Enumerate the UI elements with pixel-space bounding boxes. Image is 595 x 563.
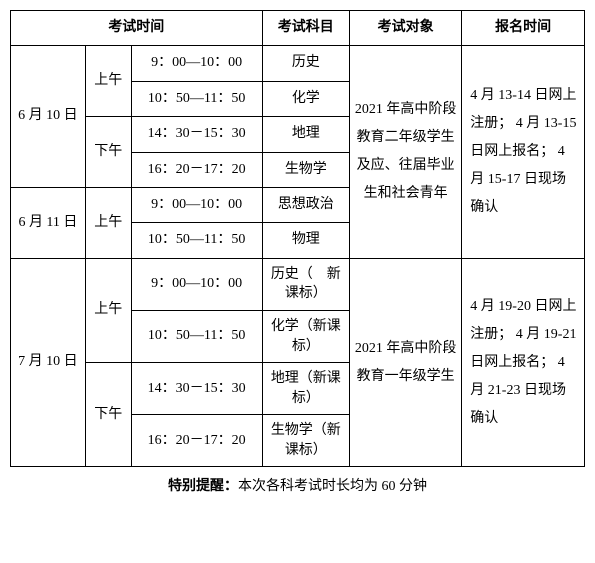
- date-cell: 6 月 10 日: [11, 46, 86, 188]
- register-cell: 4 月 19-20 日网上注册； 4 月 19-21 日网上报名； 4 月 21…: [462, 258, 585, 467]
- session-cell: 下午: [85, 117, 131, 188]
- date-cell: 6 月 11 日: [11, 187, 86, 258]
- subject-cell: 历史（ 新 课标）: [262, 258, 349, 310]
- subject-cell: 地理（新课标）: [262, 363, 349, 415]
- header-register: 报名时间: [462, 11, 585, 46]
- session-cell: 上午: [85, 46, 131, 117]
- subject-cell: 生物学: [262, 152, 349, 187]
- exam-schedule-table: 考试时间 考试科目 考试对象 报名时间 6 月 10 日 上午 9：00—10：…: [10, 10, 585, 467]
- subject-cell: 生物学（新课标）: [262, 415, 349, 467]
- session-cell: 上午: [85, 187, 131, 258]
- session-cell: 上午: [85, 258, 131, 362]
- header-target: 考试对象: [349, 11, 461, 46]
- subject-cell: 思想政治: [262, 187, 349, 222]
- time-cell: 9：00—10：00: [131, 187, 262, 222]
- register-cell: 4 月 13-14 日网上注册； 4 月 13-15 日网上报名； 4 月 15…: [462, 46, 585, 258]
- footer-text: 本次各科考试时长均为 60 分钟: [238, 479, 427, 494]
- time-cell: 10：50—11：50: [131, 310, 262, 362]
- time-cell: 16：20－17：20: [131, 415, 262, 467]
- table-row: 6 月 10 日 上午 9：00—10：00 历史 2021 年高中阶段教育二年…: [11, 46, 585, 81]
- target-cell: 2021 年高中阶段教育一年级学生: [349, 258, 461, 467]
- subject-cell: 物理: [262, 223, 349, 258]
- time-cell: 9：00—10：00: [131, 258, 262, 310]
- time-cell: 10：50—11：50: [131, 81, 262, 116]
- time-cell: 16：20－17：20: [131, 152, 262, 187]
- header-subject: 考试科目: [262, 11, 349, 46]
- time-cell: 9：00—10：00: [131, 46, 262, 81]
- time-cell: 10：50—11：50: [131, 223, 262, 258]
- footer-note: 特别提醒：本次各科考试时长均为 60 分钟: [10, 475, 585, 495]
- target-cell: 2021 年高中阶段教育二年级学生及应、往届毕业生和社会青年: [349, 46, 461, 258]
- time-cell: 14：30－15：30: [131, 117, 262, 152]
- subject-cell: 化学: [262, 81, 349, 116]
- date-cell: 7 月 10 日: [11, 258, 86, 467]
- footer-label: 特别提醒：: [168, 479, 238, 494]
- header-time: 考试时间: [11, 11, 263, 46]
- table-row: 7 月 10 日 上午 9：00—10：00 历史（ 新 课标） 2021 年高…: [11, 258, 585, 310]
- header-row: 考试时间 考试科目 考试对象 报名时间: [11, 11, 585, 46]
- session-cell: 下午: [85, 363, 131, 467]
- subject-cell: 化学（新课标）: [262, 310, 349, 362]
- subject-cell: 地理: [262, 117, 349, 152]
- time-cell: 14：30－15：30: [131, 363, 262, 415]
- subject-cell: 历史: [262, 46, 349, 81]
